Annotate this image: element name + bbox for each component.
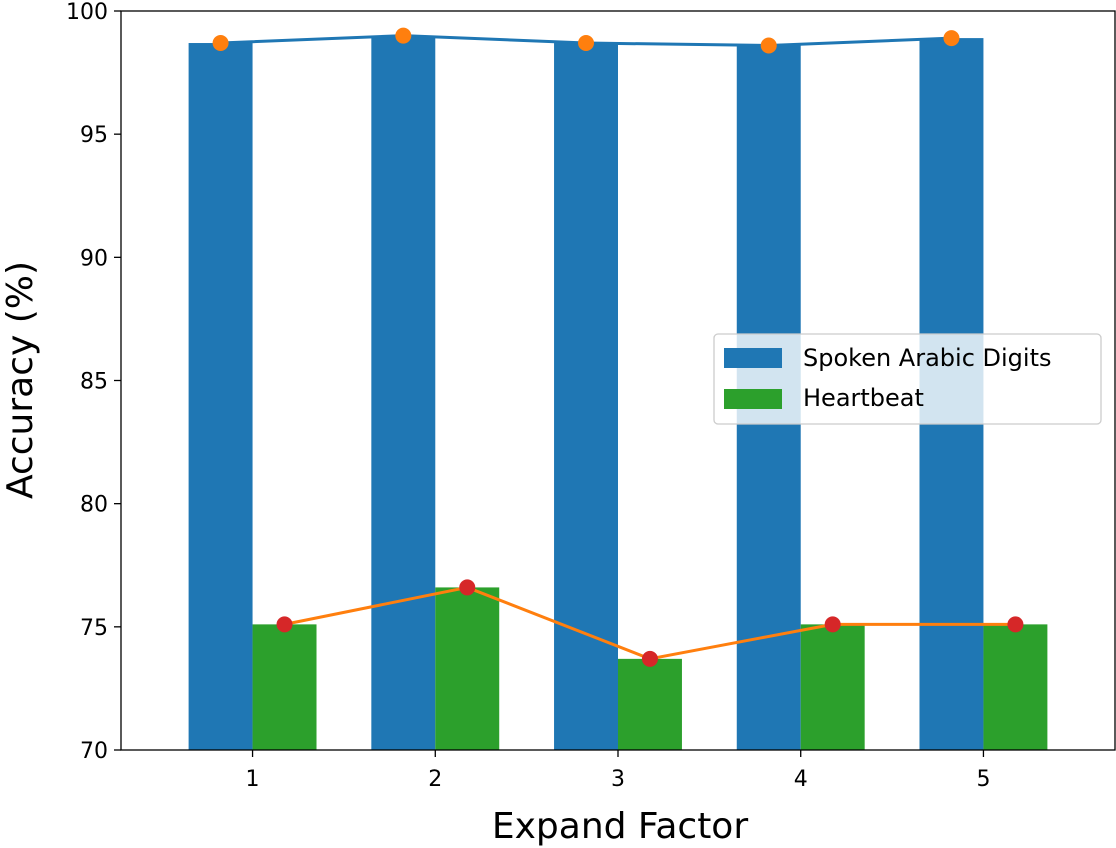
marker-heartbeat-3 [641, 650, 658, 667]
legend-swatch-spoken-arabic-digits [724, 348, 782, 368]
bar-heartbeat-5 [983, 624, 1048, 750]
marker-spoken-arabic-digits-3 [578, 35, 595, 52]
legend-label-heartbeat: Heartbeat [803, 384, 924, 412]
marker-heartbeat-2 [459, 579, 476, 596]
bar-spoken-arabic-digits-2 [371, 35, 436, 750]
y-tick-label: 75 [80, 616, 108, 641]
legend-label-spoken-arabic-digits: Spoken Arabic Digits [803, 344, 1051, 372]
bar-heartbeat-3 [618, 658, 682, 750]
y-axis: 70 75 80 85 90 95 100 [66, 0, 121, 764]
x-tick-label: 3 [611, 767, 625, 792]
legend: Spoken Arabic Digits Heartbeat [713, 333, 1102, 425]
legend-frame [713, 333, 1102, 425]
x-axis: 1 2 3 4 5 [246, 750, 990, 792]
y-tick-label: 90 [80, 246, 108, 271]
y-tick-label: 100 [66, 0, 108, 25]
x-tick-label: 5 [976, 767, 990, 792]
bar-heartbeat-4 [800, 624, 865, 750]
y-tick-label: 70 [80, 739, 108, 764]
y-tick-label: 85 [80, 370, 108, 395]
x-tick-label: 4 [794, 767, 808, 792]
legend-swatch-heartbeat [724, 389, 782, 409]
y-tick-label: 95 [80, 123, 108, 148]
bar-heartbeat-2 [435, 587, 500, 750]
marker-heartbeat-4 [824, 616, 841, 633]
x-tick-label: 1 [246, 767, 260, 792]
marker-spoken-arabic-digits-2 [395, 27, 412, 44]
marker-heartbeat-1 [276, 616, 293, 633]
bar-spoken-arabic-digits-1 [188, 43, 253, 751]
marker-heartbeat-5 [1007, 616, 1024, 633]
marker-spoken-arabic-digits-4 [760, 37, 777, 54]
marker-spoken-arabic-digits-5 [943, 30, 960, 47]
lines-layer [212, 27, 1024, 667]
bar-heartbeat-1 [252, 624, 317, 750]
bar-spoken-arabic-digits-3 [554, 43, 618, 751]
y-axis-title: Accuracy (%) [0, 261, 41, 499]
y-tick-label: 80 [80, 493, 108, 518]
marker-spoken-arabic-digits-1 [212, 35, 229, 52]
x-tick-label: 2 [428, 767, 442, 792]
x-axis-title: Expand Factor [492, 806, 748, 847]
